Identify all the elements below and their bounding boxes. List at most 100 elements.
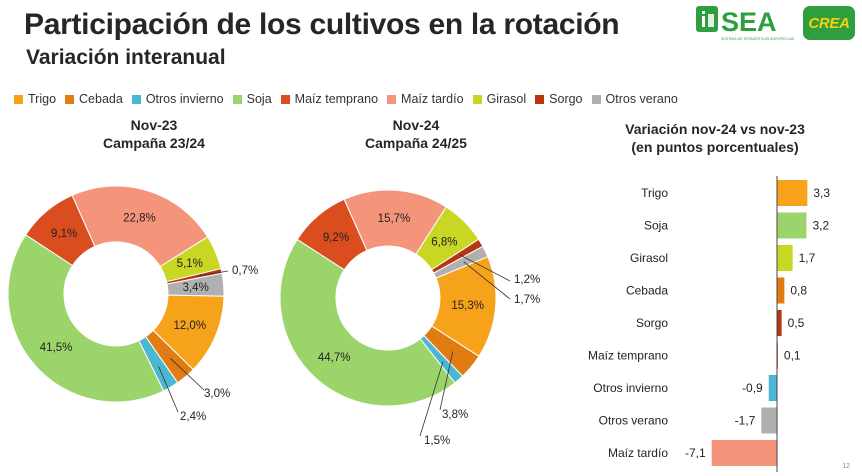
legend-item-sorgo: Sorgo xyxy=(535,92,583,106)
pie-leader-line xyxy=(439,351,454,411)
chart-legend: Trigo Cebada Otros invierno Soja Maíz tempra… xyxy=(14,92,687,106)
sea-logo: SEA SISTEMA DE ESTADÍSTICAS AGROPECUARIA… xyxy=(694,4,802,44)
sea-logo-caption: SISTEMA DE ESTADÍSTICAS AGROPECUARIAS xyxy=(721,37,794,41)
legend-item-otros-invierno: Otros invierno xyxy=(131,92,224,106)
bar-value-label: 0,5 xyxy=(788,316,805,330)
page-number: 12 xyxy=(842,463,850,470)
bar-value-label: 3,2 xyxy=(812,219,829,233)
pie-label-soja: 41,5% xyxy=(40,342,73,354)
bar-maiz-tardio xyxy=(711,440,777,466)
pie-leader-line xyxy=(460,254,511,282)
bar-category-label: Otros invierno xyxy=(593,381,668,395)
pie-leader-line xyxy=(169,357,205,391)
pie1-title: Nov-23 xyxy=(130,117,178,133)
pie-label-sorgo: 1,2% xyxy=(514,274,540,286)
pie-label-otros-invierno: 2,4% xyxy=(180,411,206,423)
pie-chart-nov24: 15,3% 3,8% 1,5% 44,7% 9,2% 15,7% 6,8% 1,2% 1,7% xyxy=(279,189,540,447)
pie-label-otros-verano: 1,7% xyxy=(514,294,540,306)
legend-swatch xyxy=(14,94,23,104)
bar-value-label: 3,3 xyxy=(813,186,830,200)
sea-logo-graphic: SEA SISTEMA DE ESTADÍSTICAS AGROPECUARIA… xyxy=(696,6,802,41)
pie1-header: Nov-23 Campaña 23/24 xyxy=(74,116,234,152)
bar-value-label: 1,7 xyxy=(799,251,816,265)
pie-label-soja: 44,7% xyxy=(318,352,351,364)
pie-label-trigo: 15,3% xyxy=(451,300,484,312)
bar-category-label: Maíz tardío xyxy=(608,446,668,460)
pie2-title: Nov-24 xyxy=(392,117,440,133)
bar-value-label: 0,8 xyxy=(790,284,807,298)
legend-label: Cebada xyxy=(79,92,123,106)
bar-trigo xyxy=(777,180,808,206)
crea-logo-text: CREA xyxy=(808,14,850,32)
legend-swatch xyxy=(65,94,75,104)
pie-label-girasol: 6,8% xyxy=(431,236,457,248)
legend-item-otros-verano: Otros verano xyxy=(591,92,678,106)
pie-label-maiz-temprano: 9,2% xyxy=(323,232,349,244)
crea-logo: CREA xyxy=(803,6,855,40)
pie2-subtitle: Campaña 24/25 xyxy=(365,135,467,151)
legend-item-trigo: Trigo xyxy=(14,92,56,106)
bar-value-label: 0,1 xyxy=(784,349,801,363)
sea-logo-text: SEA xyxy=(721,7,777,37)
pie-leader-line xyxy=(463,261,511,300)
legend-label: Otros verano xyxy=(605,92,678,106)
pie2-header: Nov-24 Campaña 24/25 xyxy=(336,116,496,152)
legend-item-cebada: Cebada xyxy=(65,92,123,106)
bar-title: Variación nov-24 vs nov-23 xyxy=(625,121,805,137)
bar-category-label: Cebada xyxy=(626,284,668,298)
bar-category-label: Trigo xyxy=(641,186,668,200)
pie-label-otros-verano: 3,4% xyxy=(183,282,209,294)
pie-slice-maiz-tardio xyxy=(71,185,209,268)
bar-otros-verano xyxy=(761,407,777,434)
bar-girasol xyxy=(777,245,793,271)
pie-label-trigo: 12,0% xyxy=(173,320,206,332)
pie-slice-maiz-temprano xyxy=(24,194,96,267)
pie-label-cebada: 3,0% xyxy=(204,388,230,400)
pie-chart-nov23: 12,0% 3,0% 2,4% 41,5% 9,1% 22,8% 5,1% 0,7% 3,4% xyxy=(7,185,258,423)
bar-header: Variación nov-24 vs nov-23 (en puntos po… xyxy=(600,120,830,156)
pie-label-girasol: 5,1% xyxy=(177,258,203,270)
pie-label-maiz-tardio: 15,7% xyxy=(378,213,411,225)
legend-swatch xyxy=(535,94,545,104)
legend-label: Maíz temprano xyxy=(294,92,379,106)
legend-swatch xyxy=(131,94,141,104)
bar-otros-invierno xyxy=(768,375,777,401)
pie-label-otros-invierno: 1,5% xyxy=(424,435,450,447)
bar-value-label: -0,9 xyxy=(742,381,763,395)
pie-leader-line xyxy=(198,270,229,277)
legend-label: Sorgo xyxy=(549,92,583,106)
legend-swatch xyxy=(472,94,482,104)
page-title: Participación de los cultivos en la rota… xyxy=(24,8,620,41)
bar-chart-variation: Trigo 3,3 Soja 3,2 Girasol 1,7 Cebada 0,8 Sorgo 0… xyxy=(588,176,830,472)
legend-item-soja: Soja xyxy=(232,92,272,106)
bar-category-label: Sorgo xyxy=(636,316,668,330)
pie-label-maiz-temprano: 9,1% xyxy=(51,228,77,240)
bar-category-label: Girasol xyxy=(630,251,668,265)
pie-slice-soja xyxy=(279,238,456,407)
legend-swatch xyxy=(280,94,290,104)
bar-value-label: -7,1 xyxy=(685,446,706,460)
legend-label: Trigo xyxy=(28,92,57,106)
legend-item-maiz-tardio: Maíz tardío xyxy=(387,92,464,106)
pie-label-cebada: 3,8% xyxy=(442,409,468,421)
legend-label: Girasol xyxy=(486,92,527,106)
pie-label-maiz-tardio: 22,8% xyxy=(123,213,156,225)
legend-swatch xyxy=(232,94,242,104)
bar-category-label: Otros verano xyxy=(599,414,669,428)
pie-leader-line xyxy=(158,366,179,413)
page-subtitle: Variación interanual xyxy=(26,46,226,69)
bar-value-label: -1,7 xyxy=(735,414,756,428)
legend-swatch xyxy=(591,94,601,104)
legend-swatch xyxy=(387,94,397,104)
bar-category-label: Soja xyxy=(644,219,668,233)
bar-category-label: Maíz temprano xyxy=(588,349,668,363)
legend-item-girasol: Girasol xyxy=(472,92,527,106)
pie-label-sorgo: 0,7% xyxy=(232,265,258,277)
bar-subtitle: (en puntos porcentuales) xyxy=(631,139,799,155)
legend-label: Otros invierno xyxy=(145,92,224,106)
bar-soja xyxy=(777,212,807,239)
pie-slice-soja xyxy=(7,234,165,403)
pie-slice-maiz-temprano xyxy=(296,198,368,271)
bar-sorgo xyxy=(777,310,782,336)
